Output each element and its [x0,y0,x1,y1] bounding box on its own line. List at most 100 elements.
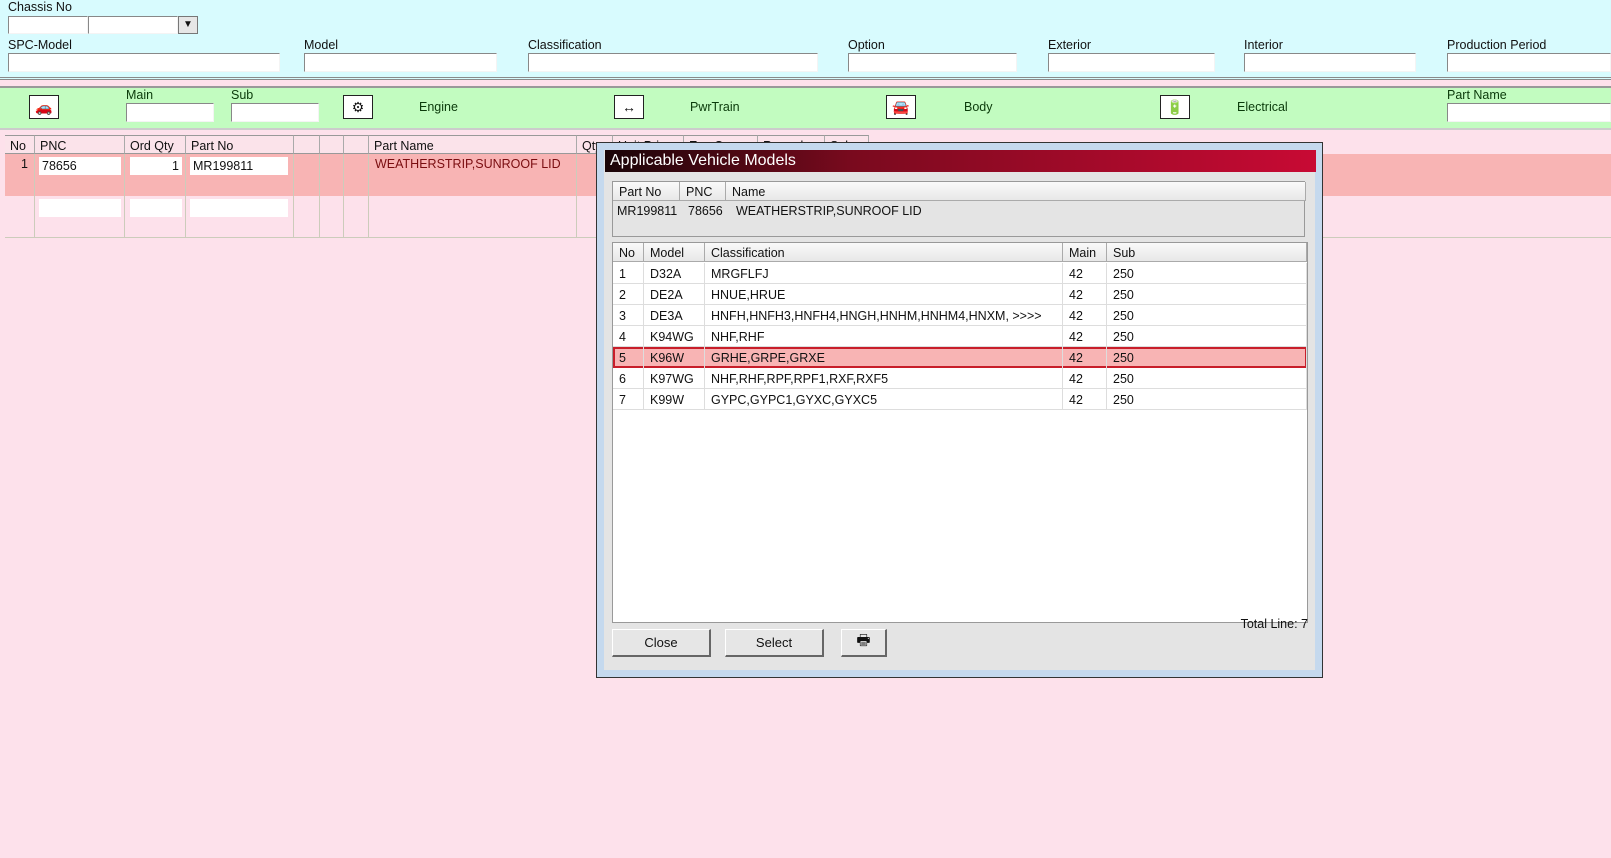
classification-input[interactable] [528,53,818,72]
col-blank-2 [320,135,344,154]
cell-sub: 250 [1107,326,1307,347]
main-input[interactable] [126,103,214,122]
cell-classification: NHF,RHF,RPF,RPF1,RXF,RXF5 [705,368,1063,389]
cell-no: 3 [613,305,644,326]
cell-no: 4 [613,326,644,347]
chassis-dropdown-button[interactable]: ▼ [178,16,198,34]
grid-col-main[interactable]: Main [1063,243,1107,262]
printer-icon: 🖶 [856,632,871,649]
part-name-cell: WEATHERSTRIP,SUNROOF LID [369,154,577,196]
cell-no: 7 [613,389,644,410]
part-no-cell-empty[interactable] [190,199,288,217]
vehicle-model-row[interactable]: 6 K97WG NHF,RHF,RPF,RPF1,RXF,RXF5 42 250 [613,368,1307,389]
cell-main: 42 [1063,305,1107,326]
chassis-no-label: Chassis No [8,0,72,14]
cell-classification: HNUE,HRUE [705,284,1063,305]
cell-classification: HNFH,HNFH3,HNFH4,HNGH,HNHM,HNHM4,HNXM, >… [705,305,1063,326]
spc-model-input[interactable] [8,53,280,72]
cell-model: K99W [644,389,705,410]
chassis-no-input-1[interactable] [8,16,88,34]
classification-label: Classification [528,38,602,52]
exterior-label: Exterior [1048,38,1092,52]
cell-sub: 250 [1107,284,1307,305]
cell-main: 42 [1063,368,1107,389]
engine-label[interactable]: Engine [419,100,458,114]
cell-no: 5 [613,347,644,368]
chassis-no-input-2[interactable] [88,16,178,34]
cell-no: 1 [613,263,644,284]
cell-main: 42 [1063,263,1107,284]
car-icon[interactable]: 🚗 [29,95,59,119]
select-button[interactable]: Select [725,629,824,657]
cell-classification: MRGFLFJ [705,263,1063,284]
info-part-no: MR199811 [617,204,678,218]
dialog-title[interactable]: Applicable Vehicle Models [605,150,1316,172]
exterior-input[interactable] [1048,53,1215,72]
model-input[interactable] [304,53,497,72]
pnc-cell-empty[interactable] [39,199,121,217]
production-period-label: Production Period [1447,38,1547,52]
option-input[interactable] [848,53,1017,72]
cell-classification: GRHE,GRPE,GRXE [705,347,1063,368]
grid-col-no[interactable]: No [613,243,644,262]
powertrain-icon[interactable]: ↔ [614,95,644,119]
col-ord-qty: Ord Qty [125,135,186,154]
electrical-label[interactable]: Electrical [1237,100,1288,114]
interior-input[interactable] [1244,53,1416,72]
part-name-input[interactable] [1447,103,1611,122]
grid-col-sub[interactable]: Sub [1107,243,1307,262]
vehicle-model-row[interactable]: 2 DE2A HNUE,HRUE 42 250 [613,284,1307,305]
row-no: 1 [5,154,35,196]
sub-label: Sub [231,88,254,102]
vehicle-model-row[interactable]: 1 D32A MRGFLFJ 42 250 [613,263,1307,284]
grid-col-classification[interactable]: Classification [705,243,1063,262]
pnc-cell[interactable]: 78656 [39,157,121,175]
production-period-input[interactable] [1447,53,1611,72]
info-col-name: Name [726,182,1306,201]
cell-main: 42 [1063,389,1107,410]
cell-model: K96W [644,347,705,368]
interior-label: Interior [1244,38,1283,52]
grid-col-model[interactable]: Model [644,243,705,262]
cell-no: 6 [613,368,644,389]
cell-main: 42 [1063,284,1107,305]
option-label: Option [848,38,885,52]
battery-icon[interactable]: 🔋 [1160,95,1190,119]
col-pnc: PNC [35,135,125,154]
vehicle-model-row[interactable]: 5 K96W GRHE,GRPE,GRXE 42 250 [613,347,1307,368]
engine-icon[interactable]: ⚙ [343,95,373,119]
info-col-pnc: PNC [680,182,726,201]
print-button[interactable]: 🖶 [841,629,887,657]
group-bar: 🚗 Main Sub ⚙ Engine ↔ PwrTrain 🚘 Body 🔋 … [0,86,1611,130]
pwrtrain-label[interactable]: PwrTrain [690,100,740,114]
part-name-label: Part Name [1447,88,1507,102]
col-part-no: Part No [186,135,294,154]
applicable-vehicle-models-dialog: Applicable Vehicle Models Part No PNC Na… [596,142,1323,678]
cell-classification: NHF,RHF [705,326,1063,347]
part-info-table: Part No PNC Name MR199811 78656 WEATHERS… [612,181,1306,237]
ord-qty-cell-empty[interactable] [130,199,182,217]
vehicle-model-row[interactable]: 7 K99W GYPC,GYPC1,GYXC,GYXC5 42 250 [613,389,1307,410]
vehicle-model-row[interactable]: 3 DE3A HNFH,HNFH3,HNFH4,HNGH,HNHM,HNHM4,HN… [613,305,1307,326]
col-blank-3 [344,135,369,154]
cell-main: 42 [1063,326,1107,347]
col-blank-1 [294,135,320,154]
cell-model: DE3A [644,305,705,326]
cell-classification: GYPC,GYPC1,GYXC,GYXC5 [705,389,1063,410]
info-pnc: 78656 [688,204,723,218]
cell-sub: 250 [1107,368,1307,389]
vehicle-model-row[interactable]: 4 K94WG NHF,RHF 42 250 [613,326,1307,347]
vehicle-models-grid: No Model Classification Main Sub 1 D32A MR… [612,242,1308,623]
ord-qty-cell[interactable]: 1 [130,157,182,175]
body-label[interactable]: Body [964,100,993,114]
cell-model: K97WG [644,368,705,389]
body-icon[interactable]: 🚘 [886,95,916,119]
close-button[interactable]: Close [612,629,711,657]
info-col-part-no: Part No [613,182,680,201]
part-no-cell[interactable]: MR199811 [190,157,288,175]
cell-sub: 250 [1107,389,1307,410]
cell-main: 42 [1063,347,1107,368]
spc-model-label: SPC-Model [8,38,72,52]
sub-input[interactable] [231,103,319,122]
filter-panel: Chassis No ▼ SPC-Model Model Classificat… [0,0,1611,80]
